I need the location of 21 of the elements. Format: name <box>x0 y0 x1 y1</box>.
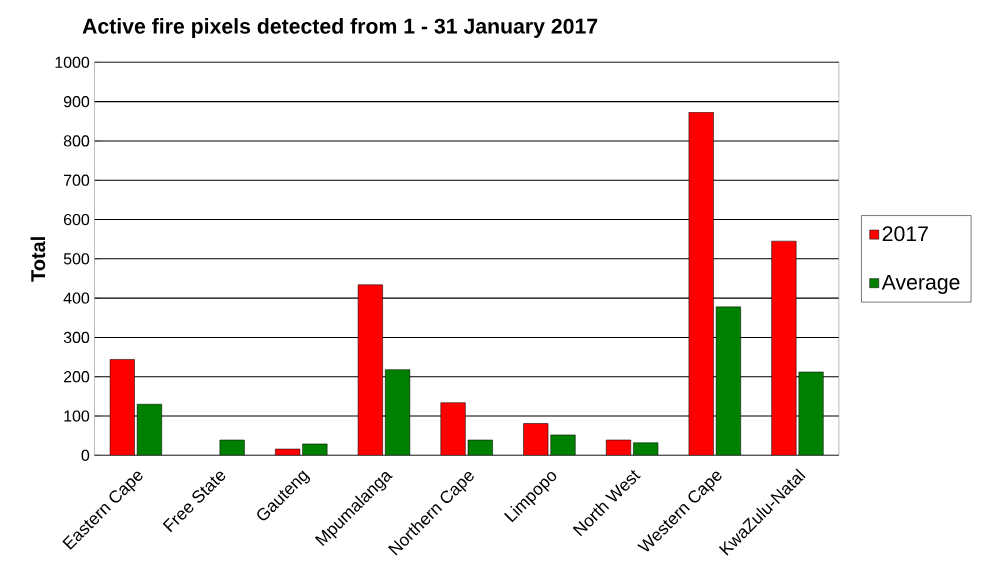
y-tick-label: 600 <box>64 213 90 226</box>
y-tick-label: 400 <box>63 292 90 304</box>
y-tick-label: 300 <box>63 331 90 343</box>
bar <box>550 434 576 456</box>
y-tick-label: 500 <box>63 253 90 265</box>
bar <box>385 369 411 456</box>
y-tick-label: 200 <box>63 371 90 383</box>
bar <box>136 403 162 456</box>
y-tick-label: 1000 <box>55 56 90 68</box>
y-tick-label: 700 <box>64 174 90 186</box>
legend-label: Average <box>881 274 960 294</box>
y-axis-title: Total <box>30 237 46 282</box>
y-tick-label: 100 <box>64 410 90 422</box>
legend-label: 2017 <box>882 226 928 242</box>
y-tick-label: 0 <box>81 449 90 461</box>
y-tick-label: 900 <box>63 95 90 108</box>
bar <box>798 371 824 456</box>
bar <box>715 306 741 456</box>
chart-title: Active fire pixels detected from 1 - 31 January 2017 <box>82 18 598 38</box>
y-tick-label: 800 <box>63 135 90 147</box>
bar <box>605 439 632 456</box>
